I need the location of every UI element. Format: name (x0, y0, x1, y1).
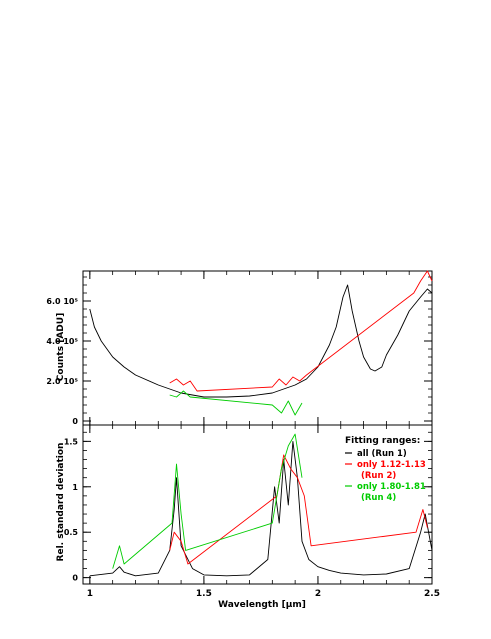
top-series-1-line (89, 284, 433, 398)
bottom-plot-frame (82, 424, 433, 585)
bottom-series-2-line (169, 454, 428, 565)
x-tick-label: 2.5 (424, 589, 440, 599)
bottom-y-tick-label: 0 (72, 574, 78, 583)
x-axis-label: Wavelength [μm] (218, 600, 306, 610)
x-tick-label: 1 (87, 589, 93, 599)
top-series-3-line (169, 390, 303, 416)
bottom-y-tick-label: 0.5 (64, 528, 79, 537)
bottom-y-tick-label: 1.5 (64, 437, 79, 446)
x-tick-label: 1.5 (196, 589, 212, 599)
top-y-tick-label: 4.0 10⁵ (46, 337, 78, 346)
bottom-series-1-line (89, 440, 433, 577)
x-tick-label: 2 (315, 589, 321, 599)
legend-entry-2: only 1.12-1.13 (357, 460, 426, 470)
bottom-y-axis-label: Rel. standard deviation (56, 443, 66, 562)
legend-entry-2: (Run 2) (361, 471, 396, 481)
top-series-2-line (169, 270, 433, 392)
legend-entry-1: all (Run 1) (357, 449, 407, 459)
bottom-series-3-line (112, 433, 303, 569)
top-y-tick-label: 0 (72, 417, 78, 426)
legend-entry-3: (Run 4) (361, 493, 396, 503)
legend-title: Fitting ranges: (345, 436, 420, 446)
top-y-tick-label: 6.0 10⁵ (46, 297, 78, 306)
top-y-tick-label: 2.0 10⁵ (46, 377, 78, 386)
top-y-axis-label: Counts [ADU] (56, 313, 66, 381)
bottom-panel: 1 1.5 2 2.5 0 0.5 1 1.5 all (Run 1)only 1.12-1.1… (64, 424, 440, 599)
bottom-y-tick-label: 1 (72, 483, 78, 492)
legend-entry-3: only 1.80-1.81 (357, 482, 426, 492)
